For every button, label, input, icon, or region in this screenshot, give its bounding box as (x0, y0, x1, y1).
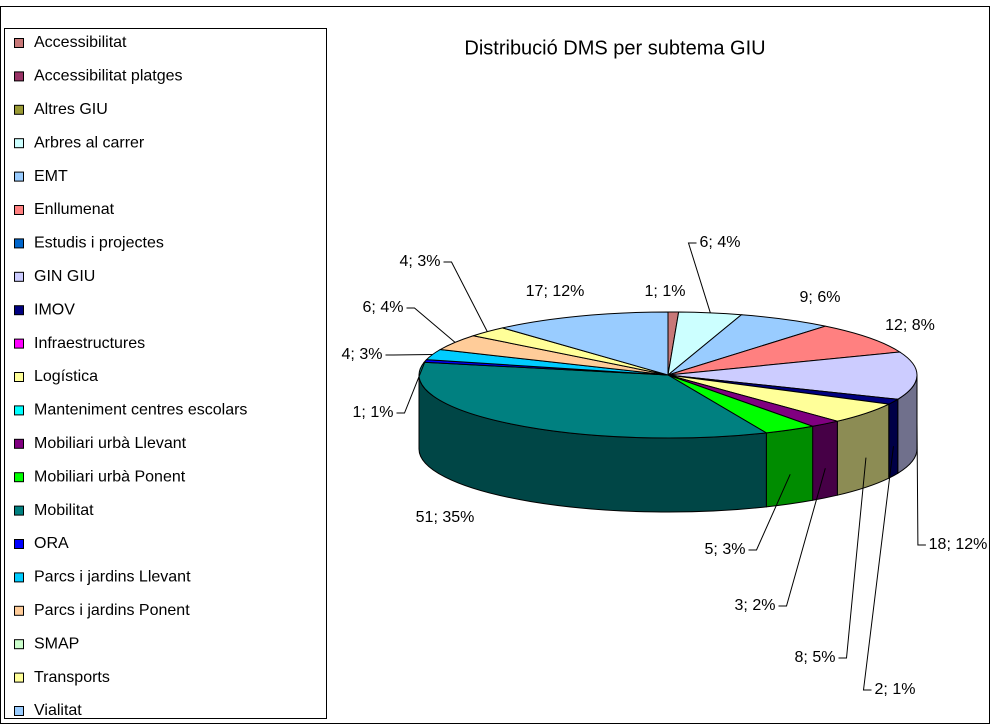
legend-label: SMAP (34, 635, 79, 652)
legend-label: Parcs i jardins Llevant (34, 569, 191, 586)
legend: Accessibilitat Accessibilitat platges Altr… (14, 34, 247, 719)
legend-label: Transports (34, 669, 110, 686)
data-label: 5; 3% (705, 541, 746, 558)
legend-swatch (14, 271, 24, 282)
legend-swatch (14, 706, 24, 716)
legend-label: Mobilitat (34, 502, 94, 519)
data-label: 4; 3% (342, 346, 383, 363)
legend-swatch (14, 505, 24, 516)
legend-swatch (14, 305, 24, 316)
legend-swatch (14, 572, 24, 583)
legend-label: Vialitat (34, 702, 82, 719)
legend-swatch (14, 438, 24, 449)
legend-label: ORA (34, 535, 69, 552)
leader-line (862, 446, 894, 691)
legend-label: IMOV (34, 301, 75, 318)
legend-box (4, 28, 327, 719)
legend-label: Manteniment centres escolars (34, 402, 247, 419)
leader-line (687, 242, 711, 314)
data-label: 1; 1% (353, 404, 394, 421)
legend-swatch (14, 405, 24, 416)
slice (667, 325, 902, 376)
data-label: 6; 4% (700, 234, 741, 251)
leader-line (838, 457, 867, 659)
slice-side (765, 425, 814, 508)
legend-swatch (14, 472, 24, 483)
data-label: 51; 35% (416, 509, 475, 526)
legend-label: Infraestructures (34, 335, 145, 352)
leader-line (916, 420, 926, 546)
legend-swatch (14, 138, 24, 149)
legend-swatch (14, 539, 24, 549)
data-label: 18; 12% (929, 536, 988, 553)
pie: 1; 1% 6; 4% 9; 6% 12; 8% 18; 12% 2; 1% 8; 5% 3;… (342, 234, 988, 698)
slice (502, 311, 669, 376)
legend-label: Logística (34, 368, 98, 385)
leader-line (778, 468, 826, 607)
legend-label: Altres GIU (34, 101, 108, 118)
legend-swatch (14, 338, 24, 349)
legend-swatch (14, 205, 24, 215)
legend-swatch (14, 71, 24, 82)
legend-label: Arbres al carrer (34, 134, 145, 151)
data-label: 6; 4% (363, 299, 404, 316)
data-label: 1; 1% (645, 283, 686, 300)
data-label: 3; 2% (735, 597, 776, 614)
data-label: 12; 8% (885, 317, 935, 334)
legend-label: GIN GIU (34, 268, 95, 285)
leader-line (443, 261, 488, 332)
data-label: 9; 6% (800, 289, 841, 306)
leader-line (406, 307, 456, 343)
data-label: 2; 1% (875, 681, 916, 698)
legend-label: Accessibilitat platges (34, 68, 183, 85)
legend-swatch (14, 38, 24, 48)
legend-swatch (14, 104, 24, 115)
data-label: 4; 3% (400, 253, 441, 270)
slice-side (888, 398, 899, 479)
legend-swatch (14, 171, 24, 182)
slice (418, 361, 768, 439)
legend-swatch (14, 672, 24, 683)
legend-swatch (14, 238, 24, 249)
chart-title: Distribució DMS per subtema GIU (464, 37, 765, 59)
legend-label: Parcs i jardins Ponent (34, 602, 190, 619)
legend-swatch (14, 605, 24, 616)
legend-swatch (14, 639, 24, 650)
legend-label: Mobiliari urbà Ponent (34, 468, 186, 485)
legend-label: Accessibilitat (34, 34, 127, 51)
slice-side (812, 420, 838, 501)
slice (667, 351, 918, 400)
legend-swatch (14, 372, 24, 382)
legend-label: EMT (34, 168, 68, 185)
data-label: 8; 5% (795, 649, 836, 666)
leader-line (748, 474, 791, 551)
legend-label: Enllumenat (34, 201, 115, 218)
legend-label: Estudis i projectes (34, 235, 164, 252)
legend-label: Mobiliari urbà Llevant (34, 435, 187, 452)
leader-line (396, 360, 426, 414)
data-label: 17; 12% (526, 283, 585, 300)
